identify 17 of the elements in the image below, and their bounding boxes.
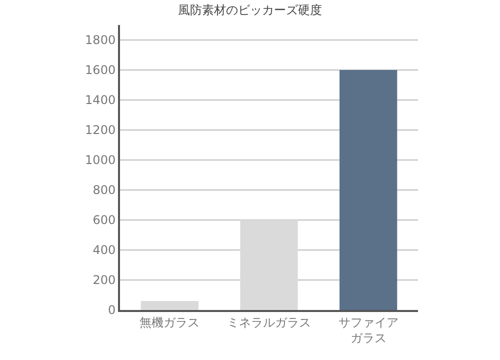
- x-tick-label: サファイアガラス: [338, 315, 398, 345]
- y-tick-label: 0: [108, 303, 116, 318]
- y-tick-label: 1600: [85, 63, 116, 78]
- chart-title: 風防素材のビッカーズ硬度: [178, 2, 322, 17]
- y-tick-label: 1000: [85, 153, 116, 168]
- y-tick-label: 400: [92, 243, 116, 258]
- bar: [140, 301, 198, 310]
- y-tick-label: 800: [92, 183, 116, 198]
- y-tick-label: 600: [92, 213, 116, 228]
- y-tick-label: 200: [92, 273, 116, 288]
- x-tick-label: 無機ガラス: [140, 315, 200, 330]
- bar: [240, 220, 298, 310]
- y-tick-label: 1400: [85, 93, 116, 108]
- y-tick-label: 1800: [85, 33, 116, 48]
- x-tick-label: ミネラルガラス: [227, 315, 311, 330]
- y-tick-label: 1200: [85, 123, 116, 138]
- bar: [340, 70, 398, 310]
